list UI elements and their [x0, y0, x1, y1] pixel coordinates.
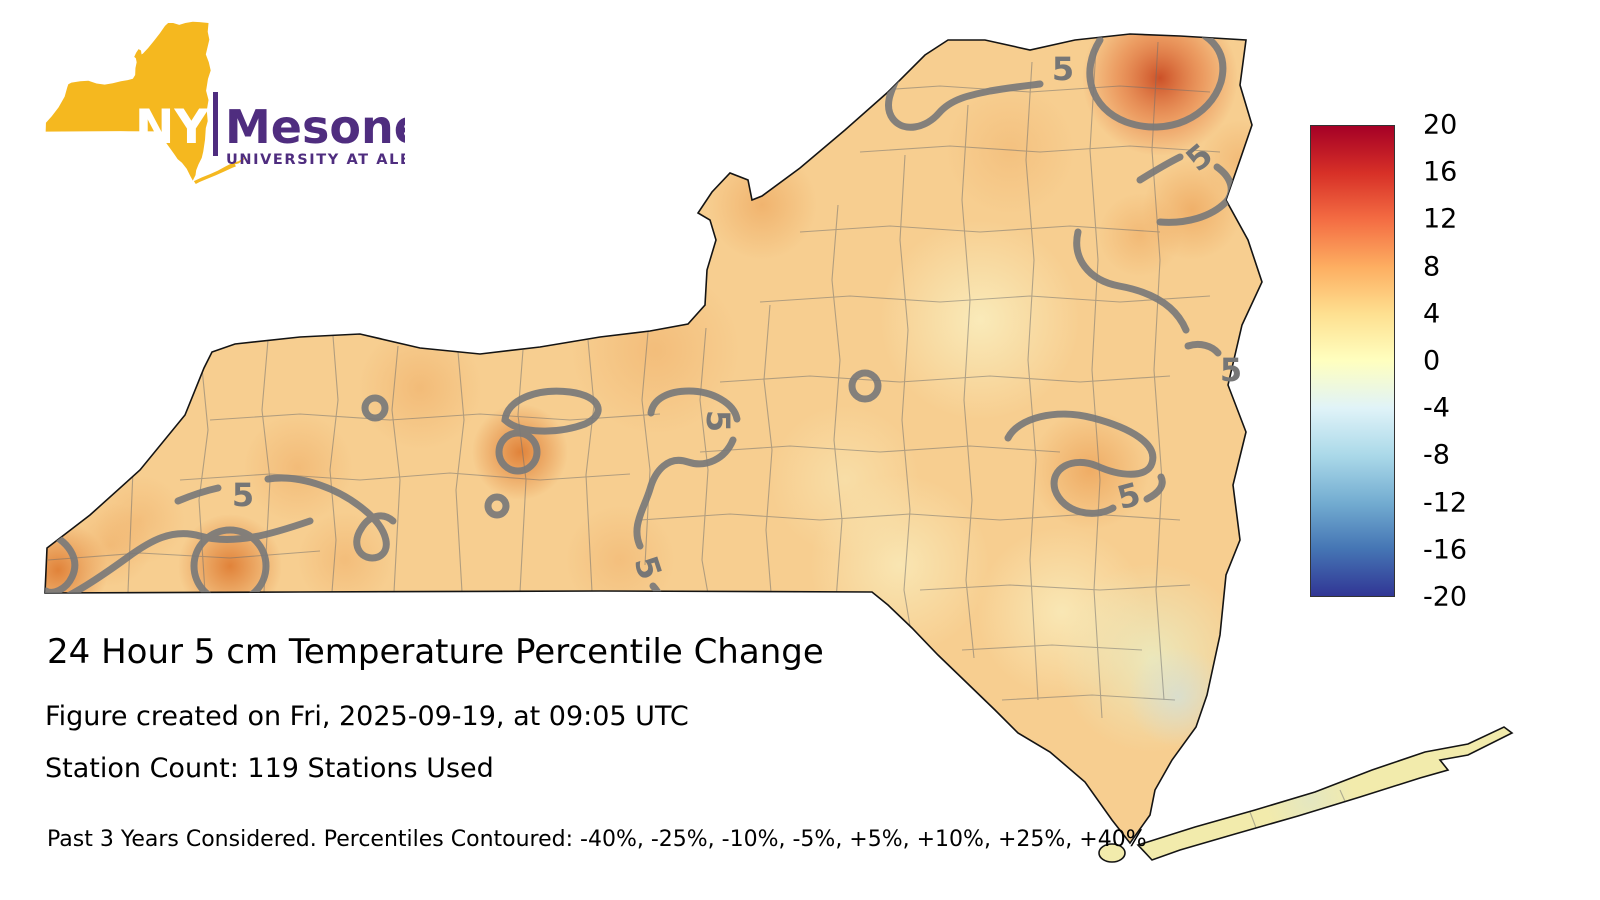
contour-label: 5 [1052, 50, 1074, 88]
logo-subtitle: UNIVERSITY AT ALBANY [226, 152, 405, 168]
colorbar-tick: -4 [1423, 392, 1450, 424]
logo-divider [213, 92, 218, 156]
colorbar-tick-labels: 20 16 12 8 4 0 -4 -8 -12 -16 -20 [1310, 112, 1467, 611]
colorbar-tick: 12 [1423, 203, 1458, 235]
colorbar-tick: 8 [1423, 251, 1441, 283]
colorbar-tick: 0 [1423, 345, 1441, 377]
colorbar-tick: -16 [1423, 534, 1468, 566]
colorbar-tick: 4 [1423, 298, 1441, 330]
colorbar-tick: 16 [1423, 156, 1458, 188]
logo-wordmark: Mesonet [225, 100, 405, 154]
figure-title: 24 Hour 5 cm Temperature Percentile Chan… [47, 632, 824, 672]
footnote: Past 3 Years Considered. Percentiles Con… [47, 827, 1147, 852]
county-borders [47, 41, 1349, 834]
nys-mesonet-logo: NYS Mesonet UNIVERSITY AT ALBANY [45, 21, 405, 185]
colorbar-tick: -12 [1423, 487, 1468, 519]
colorbar: 20 16 12 8 4 0 -4 -8 -12 -16 -20 [1310, 112, 1467, 611]
contour-label: 5 [699, 410, 737, 432]
colorbar-gradient [1310, 125, 1395, 597]
state-outline [44, 33, 1513, 863]
created-timestamp: Figure created on Fri, 2025-09-19, at 09… [45, 701, 689, 732]
contour-label: 5 [1220, 351, 1242, 389]
state-fill [45, 34, 1512, 862]
station-count: Station Count: 119 Stations Used [45, 753, 494, 784]
colorbar-tick: -20 [1423, 581, 1468, 613]
colorbar-tick: -8 [1423, 439, 1450, 471]
logo-nys-text: NYS [135, 100, 242, 155]
contour-label: 5 [232, 476, 254, 514]
colorbar-tick: 20 [1423, 109, 1458, 141]
